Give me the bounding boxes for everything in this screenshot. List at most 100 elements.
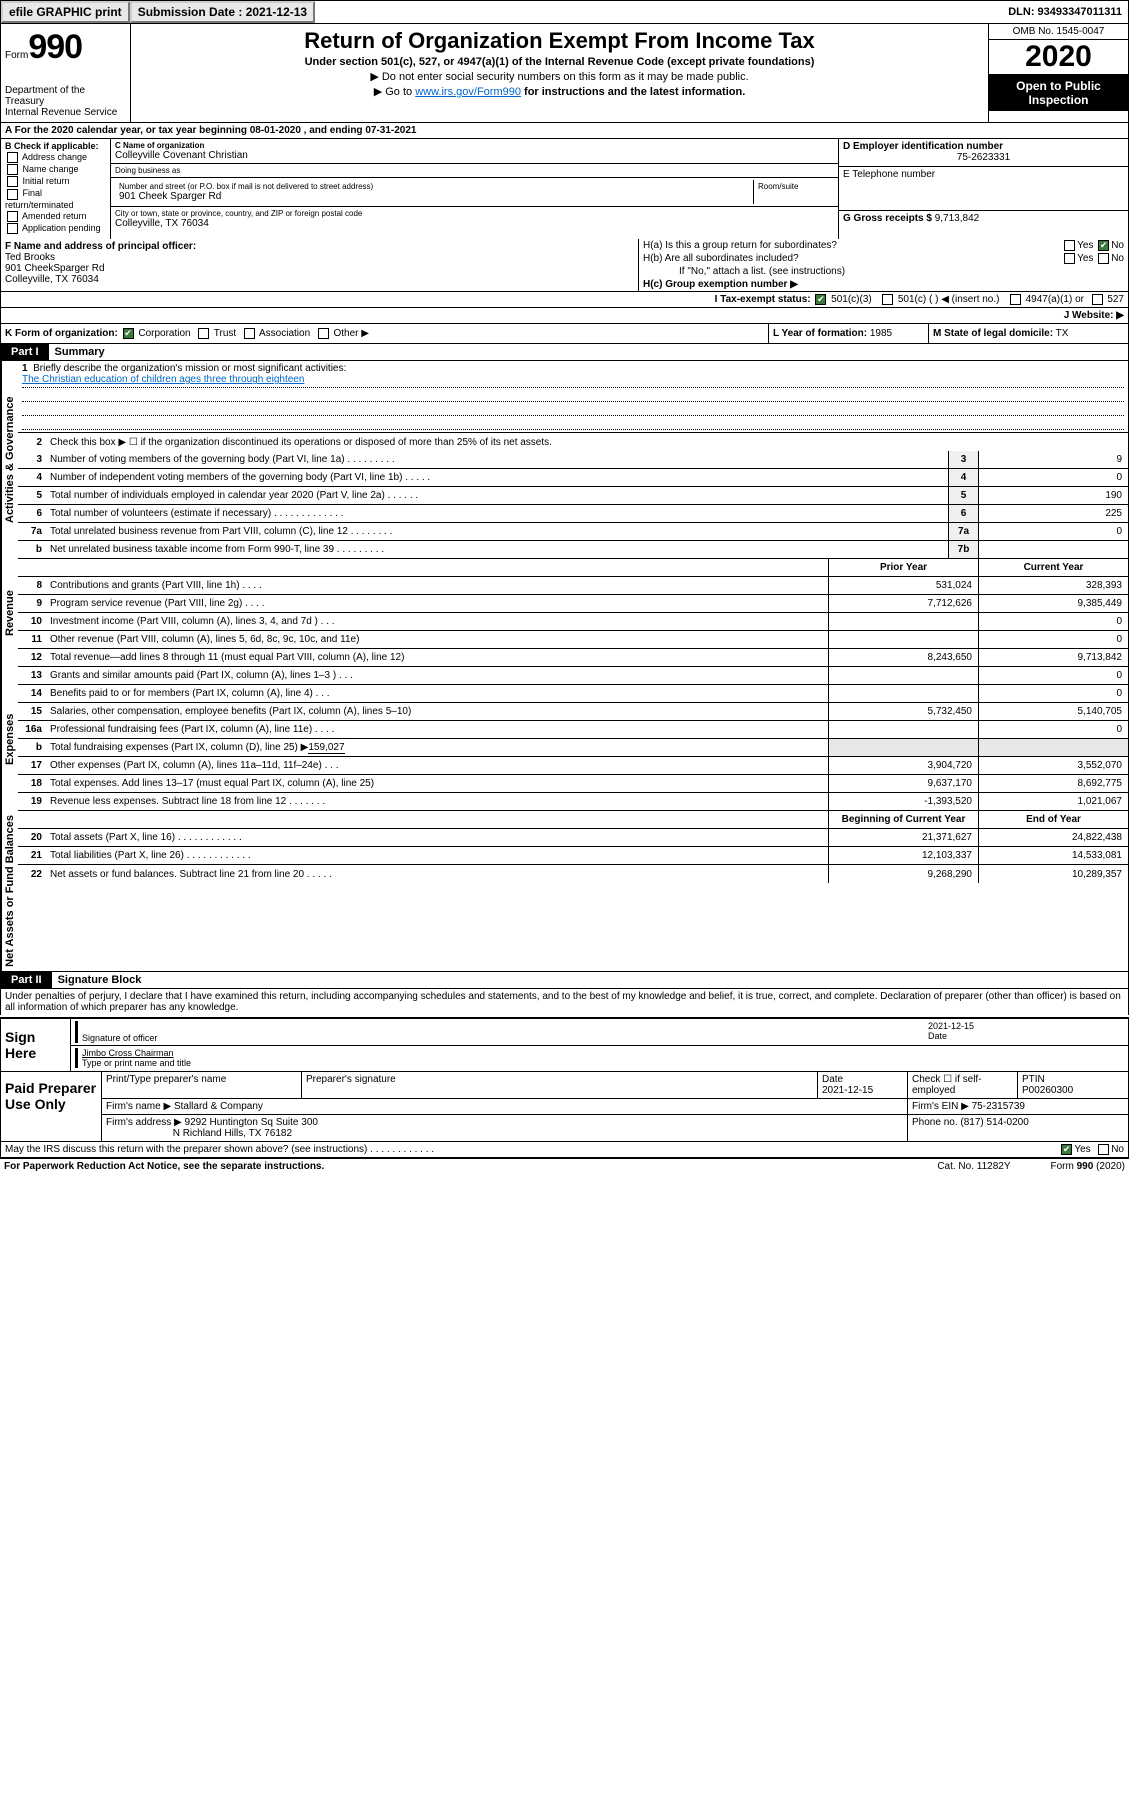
col-prior-year: Prior Year: [828, 559, 978, 576]
officer-name: Ted Brooks: [5, 252, 55, 263]
section-k-label: K Form of organization:: [5, 328, 118, 339]
mission-text[interactable]: The Christian education of children ages…: [22, 374, 304, 385]
paid-preparer-label: Paid Preparer Use Only: [1, 1072, 101, 1141]
form-title: Return of Organization Exempt From Incom…: [139, 28, 980, 54]
perjury-text: Under penalties of perjury, I declare th…: [0, 989, 1129, 1015]
klm-row: K Form of organization: ✔ Corporation Tr…: [0, 324, 1129, 344]
line11-text: Other revenue (Part VIII, column (A), li…: [46, 633, 828, 646]
chk-name-change[interactable]: [7, 164, 18, 175]
line7a-val: 0: [978, 523, 1128, 540]
ssn-note: ▶ Do not enter social security numbers o…: [139, 70, 980, 83]
line20-prior: 21,371,627: [828, 829, 978, 846]
gross-receipts-value: 9,713,842: [935, 213, 980, 224]
chk-trust[interactable]: [198, 328, 209, 339]
chk-address-change[interactable]: [7, 152, 18, 163]
line16b-prior: [828, 739, 978, 756]
line18-curr: 8,692,775: [978, 775, 1128, 792]
officer-addr1: 901 CheekSparger Rd: [5, 263, 105, 274]
line15-text: Salaries, other compensation, employee b…: [46, 705, 828, 718]
line7b-val: [978, 541, 1128, 558]
ein-value: 75-2623331: [843, 152, 1124, 163]
chk-discuss-yes[interactable]: ✔: [1061, 1144, 1072, 1155]
goto-note: ▶ Go to www.irs.gov/Form990 for instruct…: [139, 85, 980, 98]
chk-application-pending[interactable]: [7, 223, 18, 234]
chk-4947[interactable]: [1010, 294, 1021, 305]
org-name-label: C Name of organization: [115, 141, 834, 150]
section-m-label: M State of legal domicile:: [933, 328, 1053, 339]
gross-receipts-label: G Gross receipts $: [843, 213, 932, 224]
chk-other[interactable]: [318, 328, 329, 339]
room-label: Room/suite: [758, 182, 830, 191]
line14-prior: [828, 685, 978, 702]
chk-ha-no[interactable]: ✔: [1098, 240, 1109, 251]
submission-date-button[interactable]: Submission Date : 2021-12-13: [130, 1, 315, 23]
form-number: 990: [28, 28, 82, 66]
line13-prior: [828, 667, 978, 684]
year-formation: 1985: [870, 328, 892, 339]
sig-officer-label: Signature of officer: [75, 1021, 924, 1043]
officer-group-block: F Name and address of principal officer:…: [0, 239, 1129, 292]
line8-curr: 328,393: [978, 577, 1128, 594]
chk-527[interactable]: [1092, 294, 1103, 305]
line22-text: Net assets or fund balances. Subtract li…: [46, 868, 828, 881]
efile-print-button[interactable]: efile GRAPHIC print: [1, 1, 130, 23]
chk-discuss-no[interactable]: [1098, 1144, 1109, 1155]
sign-here-label: Sign Here: [1, 1019, 71, 1071]
section-i-label: I Tax-exempt status:: [715, 294, 811, 305]
expenses-section: Expenses 13Grants and similar amounts pa…: [0, 667, 1129, 811]
prep-ptin: P00260300: [1022, 1085, 1073, 1096]
website-row: J Website: ▶: [0, 308, 1129, 324]
chk-final-return[interactable]: [7, 189, 18, 200]
line7b-text: Net unrelated business taxable income fr…: [46, 543, 948, 556]
paid-preparer-block: Paid Preparer Use Only Print/Type prepar…: [0, 1072, 1129, 1142]
org-info-block: B Check if applicable: Address change Na…: [0, 139, 1129, 239]
chk-amended-return[interactable]: [7, 211, 18, 222]
city-label: City or town, state or province, country…: [115, 209, 834, 218]
chk-501c[interactable]: [882, 294, 893, 305]
chk-hb-no[interactable]: [1098, 253, 1109, 264]
chk-initial-return[interactable]: [7, 176, 18, 187]
line17-text: Other expenses (Part IX, column (A), lin…: [46, 759, 828, 772]
line16a-prior: [828, 721, 978, 738]
line10-text: Investment income (Part VIII, column (A)…: [46, 615, 828, 628]
vtab-governance: Activities & Governance: [1, 361, 18, 559]
line11-curr: 0: [978, 631, 1128, 648]
form-header: Form990 Department of the Treasury Inter…: [0, 24, 1129, 123]
chk-ha-yes[interactable]: [1064, 240, 1075, 251]
street-label: Number and street (or P.O. box if mail i…: [119, 182, 749, 191]
line5-val: 190: [978, 487, 1128, 504]
prep-name-label: Print/Type preparer's name: [102, 1072, 302, 1098]
line14-text: Benefits paid to or for members (Part IX…: [46, 687, 828, 700]
firm-ein: 75-2315739: [972, 1101, 1025, 1112]
line9-curr: 9,385,449: [978, 595, 1128, 612]
line16a-text: Professional fundraising fees (Part IX, …: [46, 723, 828, 736]
revenue-section: Revenue Prior YearCurrent Year 8Contribu…: [0, 559, 1129, 667]
line6-val: 225: [978, 505, 1128, 522]
vtab-expenses: Expenses: [1, 667, 18, 811]
line16b-text: Total fundraising expenses (Part IX, col…: [46, 741, 828, 754]
line19-curr: 1,021,067: [978, 793, 1128, 810]
line10-prior: [828, 613, 978, 630]
col-end: End of Year: [978, 811, 1128, 828]
chk-501c3[interactable]: ✔: [815, 294, 826, 305]
line15-curr: 5,140,705: [978, 703, 1128, 720]
form990-link[interactable]: www.irs.gov/Form990: [415, 86, 521, 98]
omb-number: OMB No. 1545-0047: [989, 24, 1128, 40]
line21-text: Total liabilities (Part X, line 26) . . …: [46, 849, 828, 862]
tax-year: 2020: [989, 40, 1128, 75]
hb-note: If "No," attach a list. (see instruction…: [639, 265, 1128, 278]
sig-name-label: Type or print name and title: [82, 1058, 191, 1068]
chk-assoc[interactable]: [244, 328, 255, 339]
line17-curr: 3,552,070: [978, 757, 1128, 774]
officer-addr2: Colleyville, TX 76034: [5, 274, 99, 285]
line7a-text: Total unrelated business revenue from Pa…: [46, 525, 948, 538]
firm-addr2: N Richland Hills, TX 76182: [173, 1128, 292, 1139]
chk-corp[interactable]: ✔: [123, 328, 134, 339]
tax-exempt-row: I Tax-exempt status: ✔ 501(c)(3) 501(c) …: [0, 292, 1129, 308]
line16b-curr: [978, 739, 1128, 756]
part1-badge: Part I: [1, 344, 49, 360]
prep-self-employed: Check ☐ if self-employed: [908, 1072, 1018, 1098]
part2-header-row: Part II Signature Block: [0, 972, 1129, 989]
footer-left: For Paperwork Reduction Act Notice, see …: [4, 1161, 324, 1172]
chk-hb-yes[interactable]: [1064, 253, 1075, 264]
